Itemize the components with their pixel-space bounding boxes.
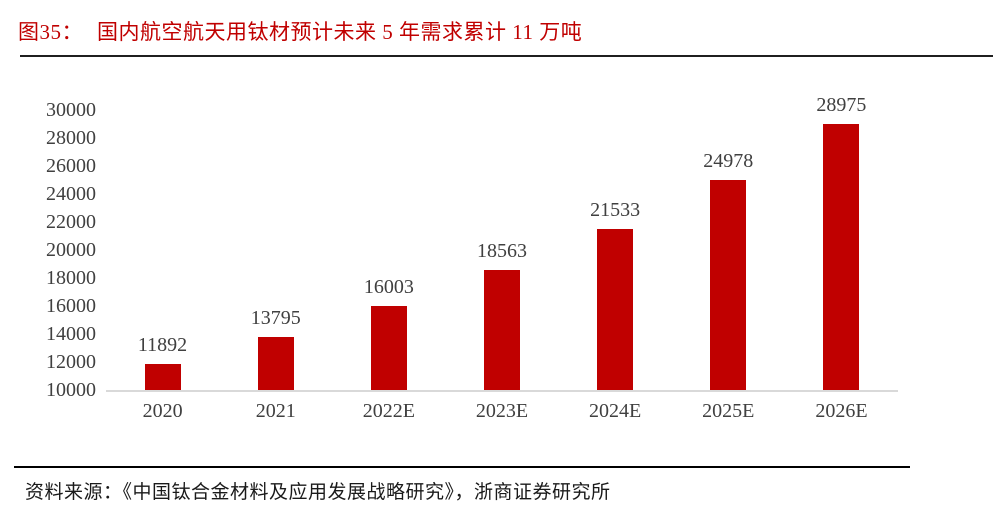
bar-2023E — [484, 270, 520, 390]
bar-2025E — [710, 180, 747, 390]
source-label: 资料来源： — [25, 482, 123, 503]
source-text: 《中国钛合金材料及应用发展战略研究》，浙商证券研究所 — [122, 482, 611, 503]
source-line: 资料来源：《中国钛合金材料及应用发展战略研究》，浙商证券研究所 — [25, 477, 611, 504]
y-axis-tick-label: 26000 — [46, 155, 96, 177]
bar-value-label: 21533 — [590, 198, 641, 221]
x-axis-category-label: 2021 — [255, 400, 296, 422]
bar-2026E — [823, 124, 860, 390]
title-divider — [20, 55, 993, 57]
bar-value-label: 13795 — [250, 306, 301, 329]
bar-value-label: 24978 — [703, 150, 754, 173]
x-axis-category-label: 2025E — [702, 400, 755, 422]
y-axis-tick-label: 28000 — [46, 127, 96, 149]
y-axis-tick-label: 30000 — [46, 99, 96, 121]
y-axis-tick-label: 24000 — [46, 183, 96, 205]
y-axis-tick-label: 18000 — [46, 267, 96, 289]
x-axis-category-label: 2023E — [475, 400, 529, 422]
bar-value-label: 28975 — [816, 94, 867, 117]
bar-value-label: 16003 — [363, 275, 414, 298]
y-axis-tick-label: 14000 — [46, 323, 96, 345]
bar-2021 — [257, 336, 294, 390]
bar-2024E — [597, 228, 634, 390]
x-axis-category-label: 2026E — [815, 400, 868, 422]
x-axis-line — [106, 390, 898, 392]
y-axis-tick-label: 22000 — [46, 211, 96, 233]
x-axis-category-label: 2022E — [362, 400, 415, 422]
y-axis-tick-label: 10000 — [46, 379, 96, 401]
y-axis-tick-label: 16000 — [46, 295, 96, 317]
bar-2022E — [370, 305, 407, 390]
figure-number-label: 图35： — [18, 20, 83, 44]
bar-2020 — [144, 363, 181, 390]
y-axis-tick-label: 12000 — [46, 351, 96, 373]
x-axis-category-label: 2024E — [589, 400, 642, 422]
y-axis-tick-label: 20000 — [46, 239, 96, 261]
bar-value-label: 11892 — [137, 333, 188, 356]
source-divider — [14, 466, 910, 468]
figure-title: 国内航空航天用钛材预计未来 5 年需求累计 11 万吨 — [97, 20, 583, 44]
figure-title-row: 图35： 国内航空航天用钛材预计未来 5 年需求累计 11 万吨 — [18, 16, 582, 46]
x-axis-category-label: 2020 — [142, 400, 183, 422]
bar-value-label: 18563 — [477, 240, 527, 263]
